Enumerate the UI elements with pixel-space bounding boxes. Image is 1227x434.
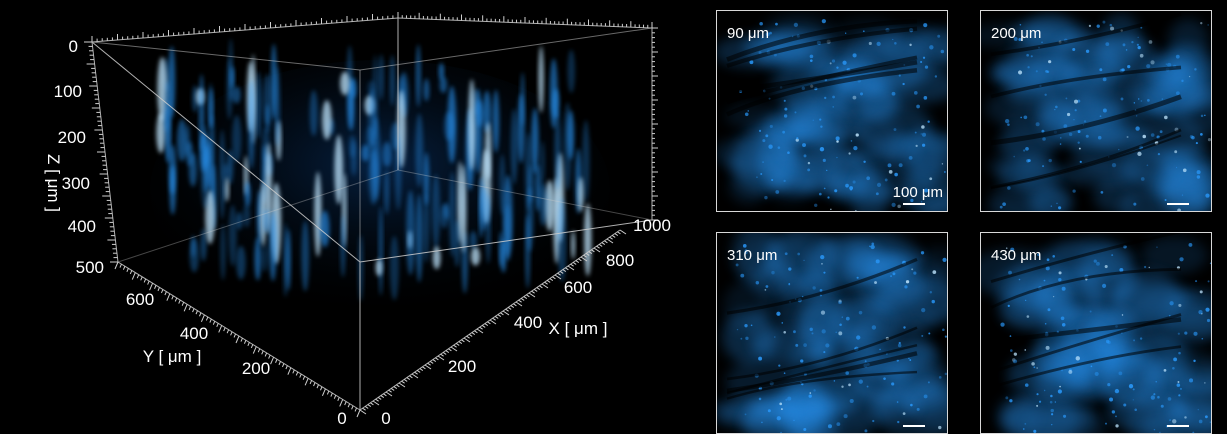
depth-panel-90: 90 μm 100 μm — [716, 10, 948, 212]
x-tick-label: 600 — [564, 278, 592, 297]
depth-label: 430 μm — [991, 247, 1042, 264]
y-tick-label: 400 — [180, 324, 208, 343]
z-axis-label: Z [ μm ] — [44, 154, 63, 212]
z-tick-label: 0 — [69, 37, 78, 56]
y-tick-label: 0 — [337, 409, 346, 428]
axis-tick-marks — [84, 12, 658, 418]
tissue-image — [981, 233, 1211, 433]
y-tick-label: 600 — [126, 290, 154, 309]
z-tick-label: 200 — [58, 128, 86, 147]
y-tick-label: 200 — [242, 359, 270, 378]
x-tick-label: 200 — [448, 357, 476, 376]
z-tick-label: 100 — [54, 82, 82, 101]
scale-bar — [903, 425, 925, 427]
x-tick-label: 800 — [606, 251, 634, 270]
x-tick-label: 400 — [514, 313, 542, 332]
tissue-image — [717, 233, 947, 433]
depth-label: 200 μm — [991, 25, 1042, 42]
z-tick-label: 300 — [62, 174, 90, 193]
x-tick-label: 0 — [381, 409, 390, 428]
y-axis-label: Y [ μm ] — [143, 347, 202, 366]
depth-panel-430: 430 μm — [980, 232, 1212, 434]
scale-bar-label: 100 μm — [892, 184, 943, 201]
z-tick-label: 500 — [76, 258, 104, 277]
depth-panel-200: 200 μm — [980, 10, 1212, 212]
tissue-image — [717, 11, 947, 211]
scale-bar — [903, 203, 925, 205]
tissue-image — [981, 12, 1211, 211]
x-tick-label: 1000 — [633, 216, 671, 235]
depth-label: 90 μm — [727, 25, 769, 42]
volume-rendering: 0 100 200 300 400 500 Z [ μm ] 600 400 2… — [44, 12, 671, 428]
scale-bar — [1167, 203, 1189, 205]
z-tick-label: 400 — [68, 217, 96, 236]
depth-panel-310: 310 μm — [716, 232, 948, 434]
signal-streaks — [156, 38, 592, 302]
scale-bar — [1167, 425, 1189, 427]
x-axis-label: X [ μm ] — [549, 319, 608, 338]
depth-label: 310 μm — [727, 247, 778, 264]
